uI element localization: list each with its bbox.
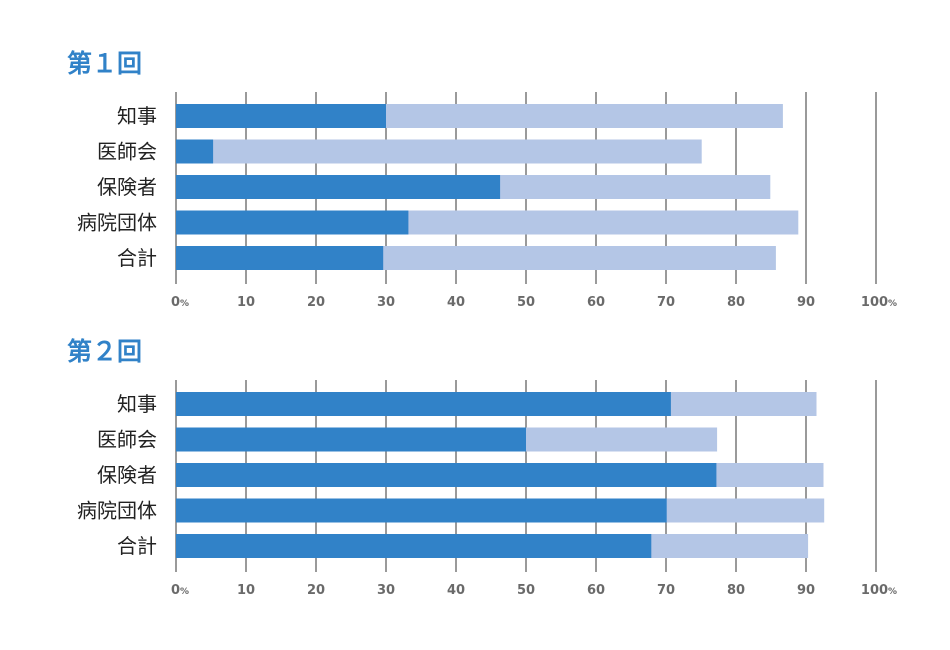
x-tick-value: 70 <box>657 583 675 598</box>
x-tick-label: 30 <box>377 295 395 310</box>
category-label: 病院団体 <box>77 499 157 523</box>
x-tick-label: 60 <box>587 583 605 598</box>
x-tick-value: 10 <box>237 583 255 598</box>
x-tick-value: 40 <box>447 583 465 598</box>
x-tick-value: 100 <box>861 295 888 310</box>
x-tick-unit: % <box>180 587 189 597</box>
x-tick-label: 70 <box>657 583 675 598</box>
category-label: 知事 <box>117 104 157 128</box>
category-label: 合計 <box>117 534 157 558</box>
bar-series1-4 <box>176 210 409 235</box>
x-tick-value: 30 <box>377 295 395 310</box>
bar-series1-2 <box>176 427 526 452</box>
category-label: 合計 <box>117 246 157 270</box>
category-label: 医師会 <box>97 140 157 164</box>
bar-series1-5 <box>176 534 652 558</box>
category-label: 病院団体 <box>77 211 157 235</box>
x-tick-label: 50 <box>517 583 535 598</box>
x-tick-value: 0 <box>171 295 180 310</box>
x-tick-value: 10 <box>237 295 255 310</box>
x-tick-value: 60 <box>587 295 605 310</box>
x-tick-label: 100% <box>861 583 897 598</box>
x-tick-label: 70 <box>657 295 675 310</box>
bar-series1-1 <box>176 104 386 128</box>
x-tick-value: 90 <box>797 295 815 310</box>
category-label: 医師会 <box>97 428 157 452</box>
x-tick-value: 80 <box>727 583 745 598</box>
bar-series1-1 <box>176 392 671 416</box>
x-tick-value: 30 <box>377 583 395 598</box>
chart-title: 第２回 <box>67 337 142 366</box>
bar-series1-4 <box>176 498 667 523</box>
x-tick-value: 60 <box>587 583 605 598</box>
bar-series1-2 <box>176 139 214 164</box>
x-tick-label: 40 <box>447 583 465 598</box>
x-tick-label: 20 <box>307 583 325 598</box>
x-tick-label: 60 <box>587 295 605 310</box>
category-label: 保険者 <box>97 463 157 487</box>
x-tick-value: 40 <box>447 295 465 310</box>
category-label: 知事 <box>117 392 157 416</box>
x-tick-label: 0% <box>171 295 189 310</box>
bar-series1-3 <box>176 175 501 199</box>
x-tick-label: 90 <box>797 583 815 598</box>
bar-series1-3 <box>176 463 717 487</box>
x-tick-label: 10 <box>237 295 255 310</box>
x-tick-value: 20 <box>307 583 325 598</box>
x-tick-value: 90 <box>797 583 815 598</box>
x-tick-value: 100 <box>861 583 888 598</box>
x-tick-label: 30 <box>377 583 395 598</box>
x-tick-value: 50 <box>517 583 535 598</box>
x-tick-value: 50 <box>517 295 535 310</box>
x-tick-label: 80 <box>727 295 745 310</box>
bar-series1-5 <box>176 246 384 270</box>
x-tick-value: 80 <box>727 295 745 310</box>
x-tick-label: 90 <box>797 295 815 310</box>
x-tick-unit: % <box>888 299 897 309</box>
x-tick-label: 40 <box>447 295 465 310</box>
x-tick-value: 0 <box>171 583 180 598</box>
x-tick-unit: % <box>888 587 897 597</box>
x-tick-label: 10 <box>237 583 255 598</box>
bar-series2-2 <box>176 139 702 164</box>
x-tick-label: 20 <box>307 295 325 310</box>
x-tick-value: 20 <box>307 295 325 310</box>
x-tick-label: 80 <box>727 583 745 598</box>
x-tick-unit: % <box>180 299 189 309</box>
x-tick-value: 70 <box>657 295 675 310</box>
chart-title: 第１回 <box>67 49 142 78</box>
x-tick-label: 0% <box>171 583 189 598</box>
x-tick-label: 100% <box>861 295 897 310</box>
x-tick-label: 50 <box>517 295 535 310</box>
category-label: 保険者 <box>97 175 157 199</box>
